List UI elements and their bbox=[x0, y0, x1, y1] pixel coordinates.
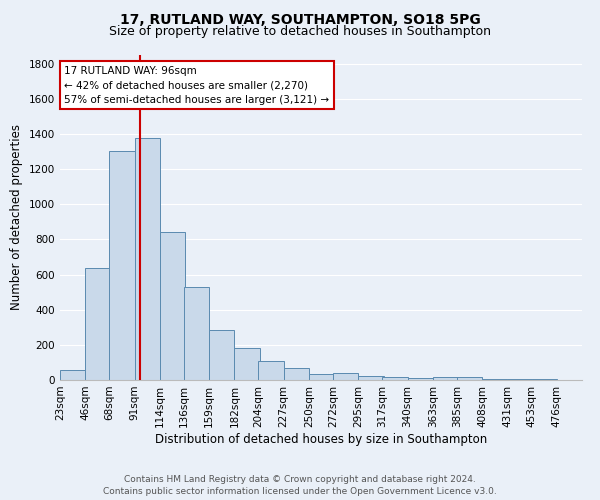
X-axis label: Distribution of detached houses by size in Southampton: Distribution of detached houses by size … bbox=[155, 432, 487, 446]
Y-axis label: Number of detached properties: Number of detached properties bbox=[10, 124, 23, 310]
Bar bbox=[333, 374, 358, 380]
Text: Contains HM Land Registry data © Crown copyright and database right 2024.
Contai: Contains HM Land Registry data © Crown c… bbox=[103, 474, 497, 496]
Bar bbox=[134, 138, 160, 380]
Bar bbox=[358, 376, 383, 380]
Text: Size of property relative to detached houses in Southampton: Size of property relative to detached ho… bbox=[109, 25, 491, 38]
Bar bbox=[457, 378, 482, 380]
Bar bbox=[382, 377, 407, 380]
Bar bbox=[235, 348, 260, 380]
Bar bbox=[60, 370, 85, 380]
Bar bbox=[284, 368, 309, 380]
Text: 17 RUTLAND WAY: 96sqm
← 42% of detached houses are smaller (2,270)
57% of semi-d: 17 RUTLAND WAY: 96sqm ← 42% of detached … bbox=[64, 66, 329, 105]
Bar bbox=[85, 268, 110, 380]
Bar bbox=[259, 360, 284, 380]
Bar bbox=[184, 287, 209, 380]
Bar bbox=[482, 379, 508, 380]
Bar bbox=[407, 378, 433, 380]
Bar bbox=[508, 379, 533, 380]
Bar bbox=[160, 232, 185, 380]
Bar bbox=[209, 330, 235, 380]
Bar bbox=[109, 150, 134, 380]
Bar bbox=[309, 374, 334, 380]
Text: 17, RUTLAND WAY, SOUTHAMPTON, SO18 5PG: 17, RUTLAND WAY, SOUTHAMPTON, SO18 5PG bbox=[119, 12, 481, 26]
Bar bbox=[433, 377, 458, 380]
